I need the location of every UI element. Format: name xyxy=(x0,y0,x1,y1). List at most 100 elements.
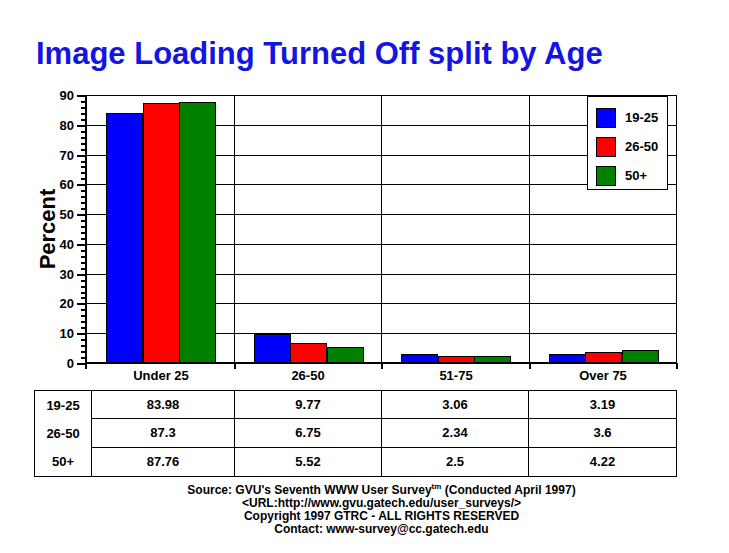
legend-swatch-icon xyxy=(596,108,616,128)
y-minor-tick xyxy=(81,149,85,151)
y-minor-tick xyxy=(81,113,85,115)
y-minor-tick xyxy=(81,101,85,103)
y-minor-tick xyxy=(81,286,85,288)
axis-downtick xyxy=(676,363,678,369)
plot-right-border xyxy=(676,95,677,363)
y-minor-tick xyxy=(81,166,85,168)
x-tick-label: 51-75 xyxy=(391,368,521,383)
x-tick-label: Over 75 xyxy=(538,368,668,383)
legend-label: 50+ xyxy=(625,168,647,183)
y-minor-tick xyxy=(81,345,85,347)
y-tick-label: 90 xyxy=(32,88,74,103)
y-tick xyxy=(77,244,85,246)
y-tick-label: 40 xyxy=(32,237,74,252)
y-minor-tick xyxy=(81,172,85,174)
y-minor-tick xyxy=(81,256,85,258)
table-cell: 6.75 xyxy=(235,419,382,447)
bar-50+-51-75 xyxy=(474,356,511,363)
y-minor-tick xyxy=(81,137,85,139)
bar-19-25-under-25 xyxy=(106,113,143,363)
footer-contact-line: Contact: www-survey@cc.gatech.edu xyxy=(17,523,729,536)
table-cell: 87.3 xyxy=(92,419,235,447)
y-tick-label: 0 xyxy=(32,356,74,371)
table-cell: 5.52 xyxy=(235,448,382,476)
y-tick xyxy=(77,303,85,305)
footer-source-line: Source: GVU's Seventh WWW User Surveytm … xyxy=(17,480,729,497)
y-tick xyxy=(77,95,85,97)
x-tick-label: 26-50 xyxy=(243,368,373,383)
axis-downtick xyxy=(85,363,87,369)
table-cell: 3.19 xyxy=(529,391,676,419)
y-minor-tick xyxy=(81,202,85,204)
y-tick-label: 60 xyxy=(32,177,74,192)
y-minor-tick xyxy=(81,190,85,192)
y-tick-label: 10 xyxy=(32,326,74,341)
legend: 19-25 26-50 50+ xyxy=(587,96,668,190)
bar-26-50-26-50 xyxy=(290,343,327,363)
table-cell: 9.77 xyxy=(235,391,382,419)
y-minor-tick xyxy=(81,250,85,252)
y-minor-tick xyxy=(81,220,85,222)
y-minor-tick xyxy=(81,292,85,294)
y-minor-tick xyxy=(81,268,85,270)
category-divider xyxy=(529,95,530,363)
y-minor-tick xyxy=(81,196,85,198)
table-cell: 4.22 xyxy=(529,448,676,476)
y-minor-tick xyxy=(81,321,85,323)
legend-swatch-icon xyxy=(596,166,616,186)
y-tick xyxy=(77,274,85,276)
footer: Source: GVU's Seventh WWW User Surveytm … xyxy=(17,480,729,536)
y-minor-tick xyxy=(81,309,85,311)
y-minor-tick xyxy=(81,143,85,145)
x-tick-label: Under 25 xyxy=(96,368,226,383)
axis-downtick xyxy=(529,363,531,369)
y-axis xyxy=(85,95,87,363)
table-cell: 3.6 xyxy=(529,419,676,447)
y-minor-tick xyxy=(81,280,85,282)
bar-19-25-51-75 xyxy=(401,354,438,363)
trademark-sup: tm xyxy=(432,482,442,491)
legend-label: 26-50 xyxy=(625,139,658,154)
y-tick-label: 70 xyxy=(32,148,74,163)
y-minor-tick xyxy=(81,107,85,109)
table-row-label: 26-50 xyxy=(35,419,92,447)
bar-26-50-51-75 xyxy=(438,356,475,363)
data-table: 19-2583.989.773.063.1926-5087.36.752.343… xyxy=(34,390,677,477)
table-cell: 83.98 xyxy=(92,391,235,419)
y-minor-tick xyxy=(81,208,85,210)
category-divider xyxy=(381,95,382,363)
bar-50+-over-75 xyxy=(622,350,659,363)
axis-downtick xyxy=(234,363,236,369)
y-minor-tick xyxy=(81,238,85,240)
bar-26-50-over-75 xyxy=(585,352,622,363)
bar-26-50-under-25 xyxy=(143,103,180,363)
legend-label: 19-25 xyxy=(625,110,658,125)
y-tick xyxy=(77,125,85,127)
table-row-label: 19-25 xyxy=(35,391,92,419)
y-tick xyxy=(77,214,85,216)
y-minor-tick xyxy=(81,262,85,264)
legend-item: 19-25 xyxy=(588,103,667,132)
legend-swatch-icon xyxy=(596,137,616,157)
y-tick-label: 20 xyxy=(32,296,74,311)
legend-item: 50+ xyxy=(588,161,667,190)
y-minor-tick xyxy=(81,327,85,329)
y-tick-label: 50 xyxy=(32,207,74,222)
y-minor-tick xyxy=(81,297,85,299)
bar-50+-26-50 xyxy=(327,347,364,363)
y-minor-tick xyxy=(81,178,85,180)
legend-item: 26-50 xyxy=(588,132,667,161)
bar-19-25-26-50 xyxy=(254,334,291,363)
bar-50+-under-25 xyxy=(179,102,216,363)
y-minor-tick xyxy=(81,131,85,133)
y-tick xyxy=(77,155,85,157)
y-minor-tick xyxy=(81,357,85,359)
y-minor-tick xyxy=(81,315,85,317)
table-row-label: 50+ xyxy=(35,448,92,476)
y-minor-tick xyxy=(81,351,85,353)
y-minor-tick xyxy=(81,232,85,234)
y-minor-tick xyxy=(81,119,85,121)
y-tick xyxy=(77,184,85,186)
table-cell: 2.34 xyxy=(382,419,529,447)
bar-19-25-over-75 xyxy=(549,354,586,363)
